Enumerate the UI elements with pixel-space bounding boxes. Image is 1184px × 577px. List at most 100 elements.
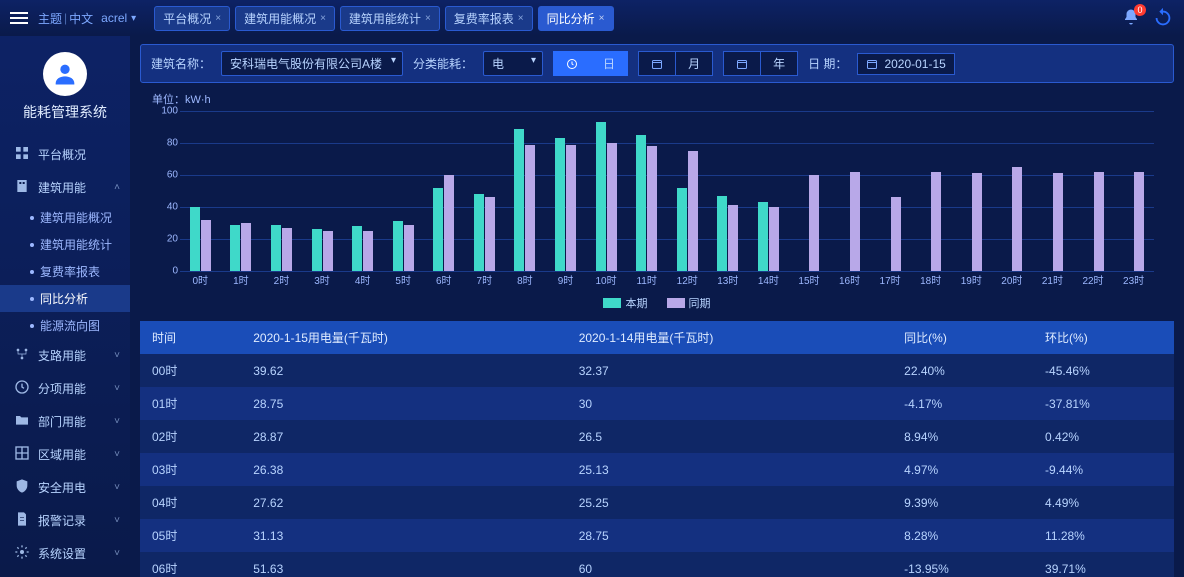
bar-prior[interactable] [769, 207, 779, 271]
bar-current[interactable] [758, 202, 768, 271]
logo-area: 能耗管理系统 [0, 44, 130, 128]
tab-建筑用能统计[interactable]: 建筑用能统计× [340, 6, 440, 31]
bar-current[interactable] [190, 207, 200, 271]
bar-prior[interactable] [607, 143, 617, 271]
bar-prior[interactable] [728, 205, 738, 271]
bar-prior[interactable] [647, 146, 657, 271]
bar-current[interactable] [514, 129, 524, 271]
bar-prior[interactable] [241, 223, 251, 271]
tab-建筑用能概况[interactable]: 建筑用能概况× [235, 6, 335, 31]
bar-current[interactable] [717, 196, 727, 271]
sidebar-item-支路用能[interactable]: 支路用能˅ [0, 339, 130, 372]
bar-current[interactable] [596, 122, 606, 271]
separator: | [64, 11, 67, 25]
bar-prior[interactable] [323, 231, 333, 271]
date-picker[interactable]: 2020-01-15 [857, 53, 954, 75]
bar-prior[interactable] [282, 228, 292, 271]
period-day-button[interactable]: 日 [591, 51, 628, 76]
chevron-down-icon[interactable]: ▾ [131, 13, 136, 24]
system-title: 能耗管理系统 [0, 102, 130, 122]
close-icon[interactable]: × [215, 13, 221, 24]
user-label[interactable]: acrel [101, 11, 127, 25]
bar-prior[interactable] [404, 225, 414, 271]
sidebar-subitem-复费率报表[interactable]: 复费率报表 [0, 258, 130, 285]
bar-current[interactable] [271, 225, 281, 271]
bar-prior[interactable] [525, 145, 535, 271]
y-tick: 80 [167, 138, 178, 149]
tab-复费率报表[interactable]: 复费率报表× [445, 6, 533, 31]
bar-current[interactable] [555, 138, 565, 271]
tab-同比分析[interactable]: 同比分析× [538, 6, 614, 31]
bar-current[interactable] [636, 135, 646, 271]
sidebar-item-部门用能[interactable]: 部门用能˅ [0, 405, 130, 438]
bar-prior[interactable] [809, 175, 819, 271]
y-tick: 60 [167, 170, 178, 181]
sidebar-item-分项用能[interactable]: 分项用能˅ [0, 372, 130, 405]
calendar-month-icon[interactable] [638, 51, 676, 76]
sidebar-item-建筑用能[interactable]: 建筑用能˄ [0, 171, 130, 204]
bar-prior[interactable] [1012, 167, 1022, 271]
chart-legend: 本期 同期 [150, 295, 1164, 311]
table-cell: 28.75 [241, 387, 566, 420]
close-icon[interactable]: × [320, 13, 326, 24]
content-area: 建筑名称： 安科瑞电气股份有限公司A楼 分类能耗： 电 日 月 年 [130, 36, 1184, 577]
language-label[interactable]: 中文 [69, 10, 93, 27]
table-row: 01时28.7530-4.17%-37.81% [140, 387, 1174, 420]
hamburger-menu-icon[interactable] [10, 9, 28, 27]
table-cell: 01时 [140, 387, 241, 420]
sidebar-item-平台概况[interactable]: 平台概况 [0, 138, 130, 171]
bar-current[interactable] [312, 229, 322, 271]
bar-current[interactable] [393, 221, 403, 271]
table-cell: 60 [567, 552, 892, 577]
table-cell: 03时 [140, 453, 241, 486]
sidebar-item-安全用电[interactable]: 安全用电˅ [0, 471, 130, 504]
x-label: 8时 [517, 272, 533, 287]
clock-icon-button[interactable] [553, 51, 591, 76]
bar-prior[interactable] [485, 197, 495, 271]
category-label: 分类能耗： [413, 55, 473, 72]
sidebar-item-系统设置[interactable]: 系统设置˅ [0, 537, 130, 570]
bar-current[interactable] [433, 188, 443, 271]
close-icon[interactable]: × [518, 13, 524, 24]
bar-prior[interactable] [1134, 172, 1144, 271]
x-label: 14时 [758, 272, 779, 287]
bar-prior[interactable] [1094, 172, 1104, 271]
bar-prior[interactable] [566, 145, 576, 271]
bar-current[interactable] [352, 226, 362, 271]
period-month-button[interactable]: 月 [676, 51, 713, 76]
notification-bell[interactable]: 0 [1122, 8, 1140, 29]
sidebar-subitem-同比分析[interactable]: 同比分析 [0, 285, 130, 312]
sidebar-subitem-建筑用能统计[interactable]: 建筑用能统计 [0, 231, 130, 258]
bar-current[interactable] [677, 188, 687, 271]
legend-item-prior[interactable]: 同期 [667, 295, 711, 311]
x-label: 7时 [477, 272, 493, 287]
theme-label[interactable]: 主题 [38, 10, 62, 27]
bar-prior[interactable] [931, 172, 941, 271]
calendar-year-icon[interactable] [723, 51, 761, 76]
bar-prior[interactable] [891, 197, 901, 271]
close-icon[interactable]: × [425, 13, 431, 24]
x-label: 18时 [920, 272, 941, 287]
bar-prior[interactable] [972, 173, 982, 271]
bar-current[interactable] [230, 225, 240, 271]
refresh-icon[interactable] [1152, 7, 1174, 29]
bar-prior[interactable] [1053, 173, 1063, 271]
bar-prior[interactable] [363, 231, 373, 271]
bar-prior[interactable] [850, 172, 860, 271]
chart-container: 020406080100 0时1时2时3时4时5时6时7时8时9时10时11时1… [140, 111, 1174, 315]
bar-prior[interactable] [201, 220, 211, 271]
sidebar-item-报警记录[interactable]: 报警记录˅ [0, 504, 130, 537]
bar-prior[interactable] [688, 151, 698, 271]
sidebar-subitem-能源流向图[interactable]: 能源流向图 [0, 312, 130, 339]
building-select[interactable]: 安科瑞电气股份有限公司A楼 [221, 51, 403, 76]
bar-prior[interactable] [444, 175, 454, 271]
period-year-button[interactable]: 年 [761, 51, 798, 76]
sidebar-subitem-建筑用能概况[interactable]: 建筑用能概况 [0, 204, 130, 231]
close-icon[interactable]: × [599, 13, 605, 24]
legend-item-current[interactable]: 本期 [603, 295, 647, 311]
tab-平台概况[interactable]: 平台概况× [154, 6, 230, 31]
bar-current[interactable] [474, 194, 484, 271]
sidebar-item-区域用能[interactable]: 区域用能˅ [0, 438, 130, 471]
x-label: 16时 [839, 272, 860, 287]
category-select[interactable]: 电 [483, 51, 543, 76]
